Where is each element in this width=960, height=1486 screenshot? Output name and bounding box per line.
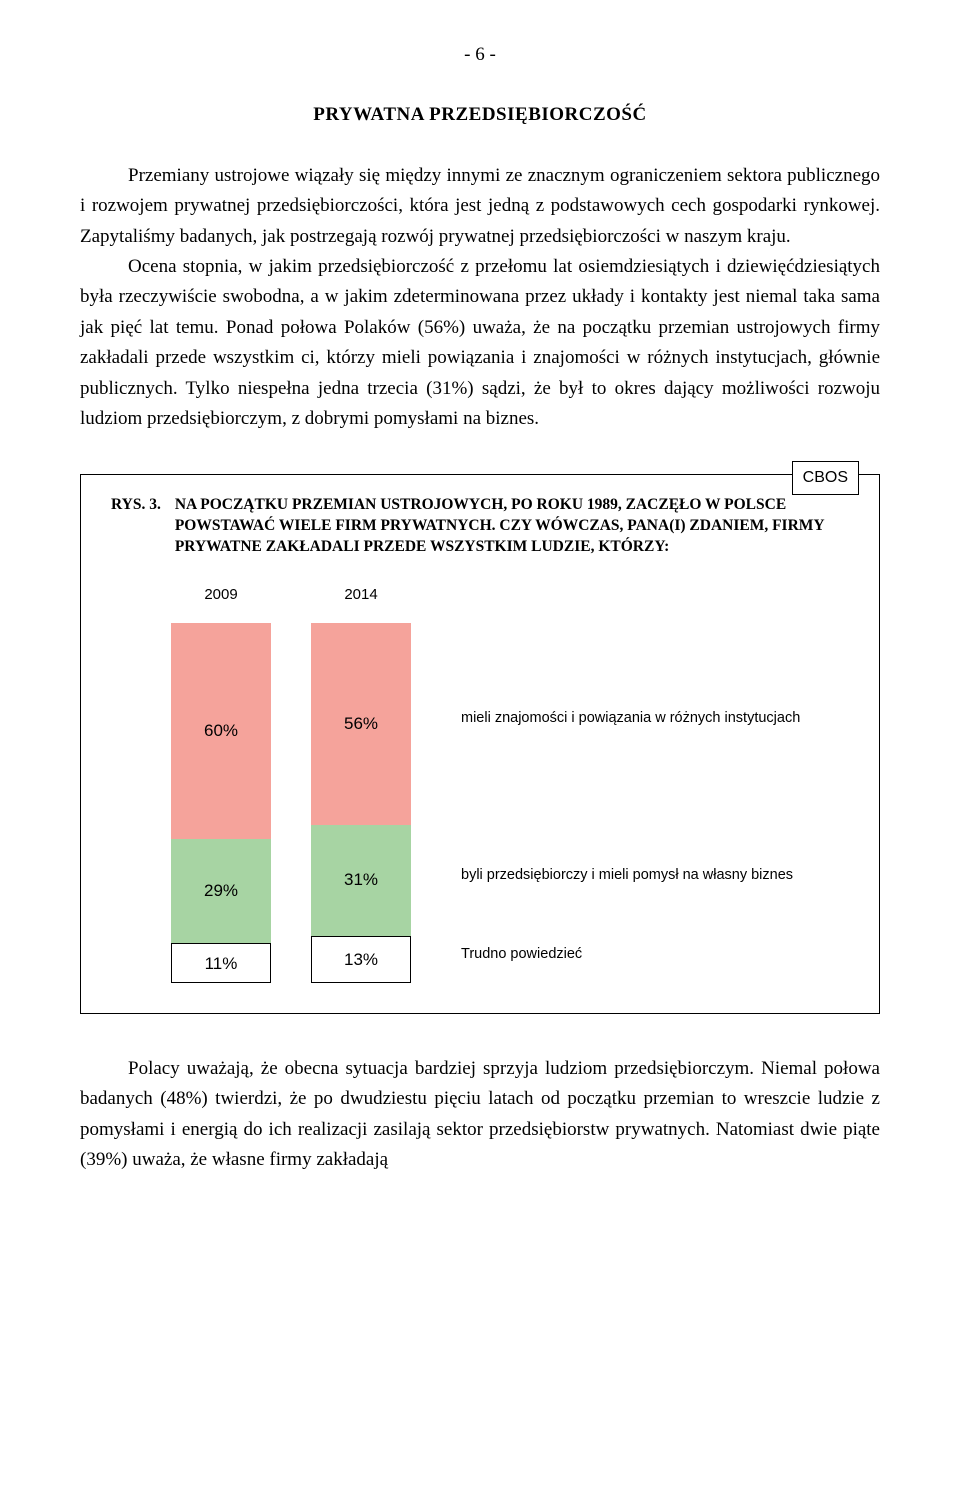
page-number: - 6 - — [80, 40, 880, 70]
stacked-bar-chart: 2009 60%29%11% 2014 56%31%13% mieli znajomoś… — [111, 583, 849, 983]
section-title: PRYWATNA PRZEDSIĘBIORCZOŚĆ — [80, 100, 880, 130]
legend-item-entrepreneurial: byli przedsiębiorczy i mieli pomysł na w… — [461, 820, 800, 932]
legend-item-dont_know: Trudno powiedzieć — [461, 931, 800, 978]
bar-segment-dont_know: 11% — [171, 943, 271, 983]
bar-stack: 56%31%13% — [311, 623, 411, 983]
figure-text: NA POCZĄTKU PRZEMIAN USTROJOWYCH, PO ROK… — [175, 495, 849, 558]
cbos-badge: CBOS — [792, 461, 859, 495]
figure-caption: RYS. 3. NA POCZĄTKU PRZEMIAN USTROJOWYCH… — [111, 495, 849, 558]
bar-column-2009: 2009 60%29%11% — [171, 583, 271, 983]
bar-segment-entrepreneurial: 29% — [171, 839, 271, 943]
bar-segment-dont_know: 13% — [311, 936, 411, 983]
bar-year-label: 2009 — [204, 583, 237, 607]
legend-item-connections: mieli znajomości i powiązania w różnych … — [461, 618, 800, 820]
bar-segment-connections: 60% — [171, 623, 271, 839]
bar-column-2014: 2014 56%31%13% — [311, 583, 411, 983]
bar-stack: 60%29%11% — [171, 623, 271, 983]
figure-label: RYS. 3. — [111, 495, 175, 558]
paragraph-3: Polacy uważają, że obecna sytuacja bardz… — [80, 1054, 880, 1176]
bar-segment-connections: 56% — [311, 623, 411, 825]
bar-year-label: 2014 — [344, 583, 377, 607]
paragraph-1: Przemiany ustrojowe wiązały się między i… — [80, 161, 880, 252]
paragraph-2: Ocena stopnia, w jakim przedsiębiorczość… — [80, 252, 880, 434]
bar-segment-entrepreneurial: 31% — [311, 825, 411, 937]
chart-box: CBOS RYS. 3. NA POCZĄTKU PRZEMIAN USTROJ… — [80, 474, 880, 1014]
chart-legend: mieli znajomości i powiązania w różnych … — [451, 583, 800, 983]
